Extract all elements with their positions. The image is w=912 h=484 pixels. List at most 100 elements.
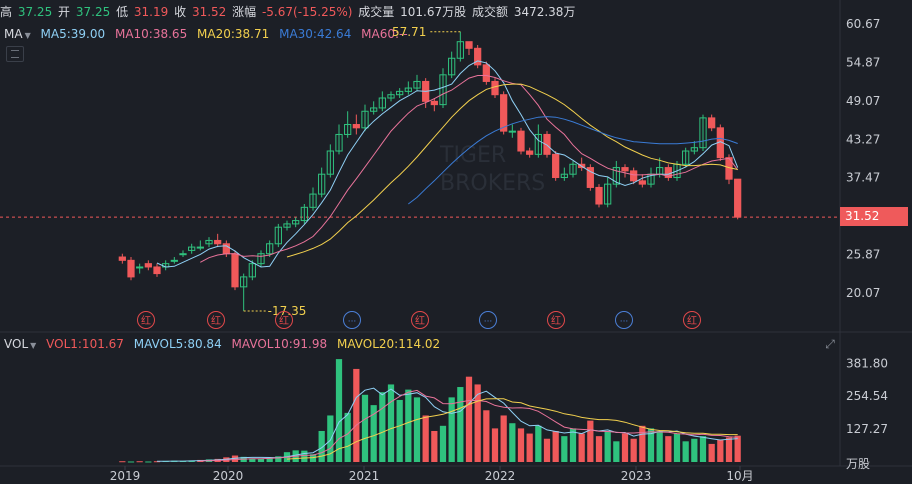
candle-body (500, 94, 508, 132)
expand-icon[interactable]: ⤢ (825, 337, 835, 351)
volume-bar (448, 397, 455, 462)
candle-body (118, 256, 126, 261)
candle-body (690, 147, 698, 152)
price-tick-label: 60.67 (846, 17, 880, 31)
candle-body (266, 243, 274, 255)
ma-line-ma5 (156, 60, 739, 268)
collapse-legend-button[interactable] (6, 46, 24, 62)
event-marker-icon (615, 311, 633, 329)
volume-bar (422, 415, 429, 462)
price-tick-label: 54.87 (846, 55, 880, 69)
price-tick-label: 43.27 (846, 132, 880, 146)
mavol20-legend: MAVOL20:114.02 (336, 337, 441, 351)
ma-legend: MA ▼ MA5:39.00 MA10:38.65 MA20:38.71 MA30… (0, 24, 840, 44)
volume-bar (656, 430, 663, 462)
ma60-legend: MA60:-- (361, 27, 408, 41)
candle-body (508, 130, 516, 133)
event-marker-label: ··· (484, 317, 493, 327)
volume-bar (569, 428, 577, 462)
candle-body (526, 150, 534, 155)
event-marker-icon (683, 311, 701, 329)
volume-bar (361, 394, 369, 462)
candle-body (430, 100, 438, 106)
volume-ma-line-mavol10 (200, 389, 738, 462)
high-marker-label: 57.71 (392, 25, 426, 39)
candle-body (708, 117, 716, 129)
candle-body (127, 259, 135, 278)
volume-bar (257, 458, 265, 462)
event-marker-icon (479, 311, 497, 329)
x-tick-label: 2023 (621, 469, 652, 483)
ohlc-header: 高 37.25 开 37.25 低 31.19 收 31.52 涨幅 -5.67… (0, 0, 912, 24)
candle-body (630, 170, 638, 182)
price-tick-label: 25.87 (846, 248, 880, 262)
event-marker-label: 红 (211, 314, 221, 327)
volume-bar (578, 433, 585, 462)
candle-body (179, 253, 187, 256)
volume-bar (604, 430, 611, 462)
chevron-down-icon[interactable]: ▼ (30, 341, 37, 350)
event-marker-icon (547, 311, 565, 329)
close-label: 收 (174, 5, 187, 19)
volume-bar (673, 433, 681, 462)
volume-bar (561, 436, 568, 462)
volume-bar (630, 438, 637, 462)
volume-bar (682, 441, 689, 462)
candle-body (326, 150, 334, 175)
candle-body (482, 64, 490, 82)
volume-bar (517, 428, 525, 462)
candle-body (136, 266, 144, 269)
candle-body (361, 110, 369, 129)
volume-value: 101.67万股 (400, 5, 467, 19)
ma30-legend: MA30:42.64 (279, 27, 352, 41)
event-marker-label: ··· (620, 317, 629, 327)
x-tick-label: 2019 (110, 469, 141, 483)
volume-bar (127, 461, 135, 463)
candle-body (188, 246, 196, 251)
volume-bar (691, 438, 698, 462)
candle-body (231, 253, 239, 288)
event-marker-label: 红 (279, 314, 289, 327)
low-label: 低 (116, 5, 129, 19)
change-value: -5.67(-15.25%) (261, 5, 353, 19)
mavol10-legend: MAVOL10:91.98 (231, 337, 328, 351)
current-price-tag: 31.52 (840, 207, 908, 226)
volume-bar (309, 454, 317, 462)
candle-body (144, 263, 152, 268)
candle-body (404, 87, 412, 92)
volume-bar (457, 387, 464, 462)
high-value: 37.25 (17, 5, 53, 19)
low-value: 31.19 (133, 5, 169, 19)
ma-line-ma20 (286, 83, 738, 258)
ma-indicator-selector[interactable]: MA (4, 27, 23, 41)
volume-bar (665, 436, 672, 462)
volume-tick-label: 127.27 (846, 422, 888, 436)
volume-bar (509, 423, 516, 462)
event-marker-label: 红 (415, 314, 425, 327)
volume-bar (543, 438, 551, 462)
close-value: 31.52 (191, 5, 227, 19)
volume-bar (613, 441, 620, 462)
volume-bar (318, 430, 325, 462)
candle-body (448, 57, 456, 76)
price-tick-label: 20.07 (846, 286, 880, 300)
event-marker-icon (137, 311, 155, 329)
price-tick-label: 37.47 (846, 171, 880, 185)
volume-bar (353, 368, 360, 462)
volume-bar (500, 415, 507, 462)
volume-bar (266, 457, 273, 462)
volume-bar (621, 433, 629, 462)
volume-bar (595, 436, 603, 462)
candle-body (240, 276, 248, 288)
volume-bar (136, 461, 143, 463)
candle-body (352, 124, 360, 129)
candle-body (456, 41, 464, 59)
candle-body (682, 150, 690, 165)
vol-indicator-selector[interactable]: VOL (4, 337, 29, 351)
chevron-down-icon[interactable]: ▼ (24, 31, 31, 40)
event-marker-label: 红 (141, 314, 151, 327)
candle-body (196, 246, 204, 249)
volume-bar (327, 415, 334, 462)
volume-bar (119, 461, 126, 463)
